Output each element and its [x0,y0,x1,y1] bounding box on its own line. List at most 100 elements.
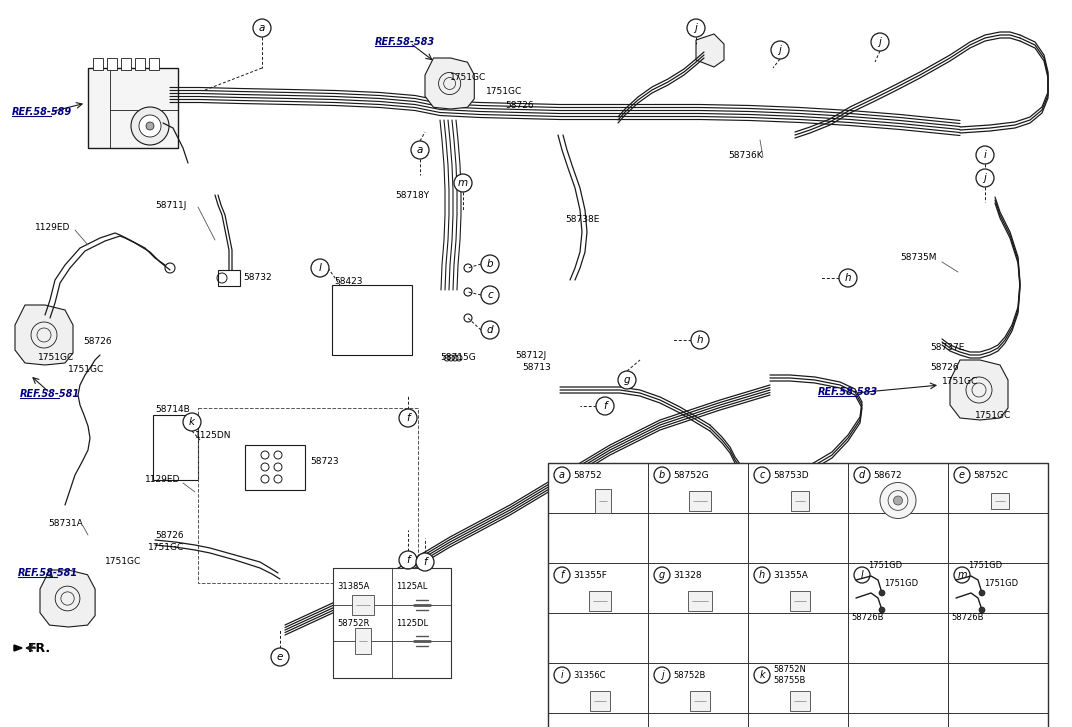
FancyBboxPatch shape [333,568,451,678]
Text: i: i [984,150,986,160]
Circle shape [979,590,985,596]
Text: l: l [318,263,322,273]
Circle shape [139,115,161,137]
Text: REF.58-583: REF.58-583 [818,387,878,397]
Text: k: k [759,670,764,680]
Circle shape [311,259,329,277]
Text: 58711J: 58711J [155,201,187,209]
FancyBboxPatch shape [790,691,810,710]
Circle shape [893,496,903,505]
Circle shape [654,567,670,583]
FancyBboxPatch shape [149,58,159,70]
Text: j: j [879,37,881,47]
FancyBboxPatch shape [589,590,611,611]
Text: g: g [624,375,630,385]
Text: REF.58-581: REF.58-581 [20,389,80,399]
Text: 58726: 58726 [155,531,183,539]
Text: 1125DN: 1125DN [195,432,232,441]
Circle shape [976,169,994,187]
Circle shape [854,567,870,583]
Text: 58752C: 58752C [973,470,1008,480]
Circle shape [554,667,570,683]
Text: k: k [189,417,195,427]
Text: j: j [695,23,698,33]
Circle shape [654,667,670,683]
Circle shape [481,255,498,273]
Text: REF.58-589: REF.58-589 [12,107,72,117]
Circle shape [399,551,417,569]
Text: m: m [458,178,468,188]
FancyBboxPatch shape [790,590,810,611]
Circle shape [691,331,709,349]
Circle shape [954,467,970,483]
Circle shape [854,467,870,483]
Circle shape [411,141,429,159]
Circle shape [554,467,570,483]
Text: 58723: 58723 [310,457,339,467]
Text: 1751GD: 1751GD [968,561,1002,571]
Circle shape [754,467,770,483]
Text: 58726: 58726 [83,337,111,347]
Text: j: j [660,670,664,680]
Text: f: f [406,413,410,423]
Text: c: c [759,470,764,480]
Text: 58672: 58672 [873,470,902,480]
FancyBboxPatch shape [690,691,710,710]
FancyBboxPatch shape [355,628,371,654]
Circle shape [399,409,417,427]
Text: 1751GC: 1751GC [148,544,184,553]
Circle shape [183,413,202,431]
Text: 58423: 58423 [334,278,362,286]
FancyBboxPatch shape [107,58,117,70]
Text: 1125AL: 1125AL [396,582,428,591]
Circle shape [554,567,570,583]
Text: b: b [659,470,665,480]
Circle shape [979,607,985,613]
FancyBboxPatch shape [352,595,373,614]
Text: 58726B: 58726B [951,614,983,622]
Text: 58753D: 58753D [773,470,808,480]
Text: m: m [957,570,967,580]
FancyBboxPatch shape [689,491,711,510]
Text: 58752G: 58752G [673,470,709,480]
FancyBboxPatch shape [135,58,145,70]
Text: 58726: 58726 [505,102,534,111]
Circle shape [253,19,271,37]
Text: 58732: 58732 [243,273,271,283]
Text: a: a [258,23,265,33]
FancyBboxPatch shape [218,270,240,286]
Text: 58712J: 58712J [515,350,547,359]
Circle shape [879,607,885,613]
Text: f: f [561,570,564,580]
Text: 58736K: 58736K [728,150,762,159]
FancyBboxPatch shape [88,68,178,148]
Text: h: h [845,273,851,283]
Text: FR.: FR. [28,641,51,654]
Text: e: e [959,470,965,480]
Text: 31355A: 31355A [773,571,808,579]
Circle shape [416,553,434,571]
Circle shape [455,174,472,192]
Text: d: d [487,325,493,335]
Circle shape [481,321,498,339]
Text: 1751GC: 1751GC [976,411,1011,419]
Text: 31356C: 31356C [574,670,606,680]
Text: 58752B: 58752B [673,670,705,680]
Text: 1751GD: 1751GD [868,561,903,571]
Text: 1751GC: 1751GC [105,558,142,566]
FancyBboxPatch shape [991,492,1009,508]
Text: 58738E: 58738E [565,215,599,225]
Polygon shape [950,360,1008,420]
FancyBboxPatch shape [791,491,809,510]
Text: 31328: 31328 [673,571,702,579]
Text: 58752R: 58752R [337,619,370,627]
Text: 58715G: 58715G [440,353,476,363]
Polygon shape [425,58,474,109]
Text: 1751GC: 1751GC [486,87,522,95]
Circle shape [954,567,970,583]
Circle shape [146,122,154,130]
Text: 1125DL: 1125DL [396,619,428,627]
Text: 1751GD: 1751GD [984,579,1018,587]
Text: b: b [487,259,493,269]
FancyBboxPatch shape [93,58,103,70]
